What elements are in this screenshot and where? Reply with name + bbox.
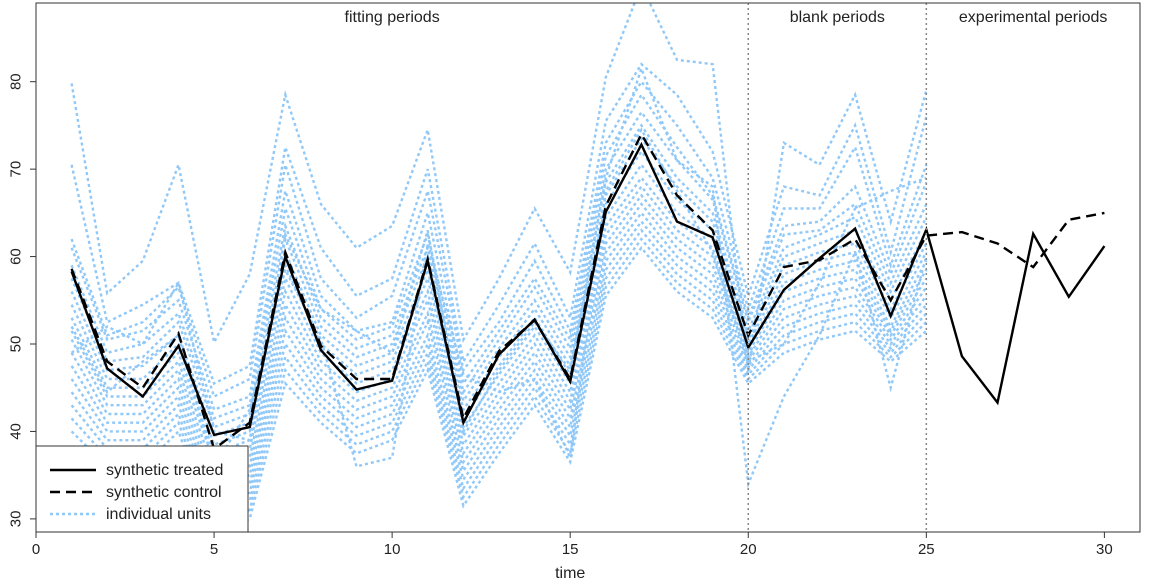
individual-unit-line-5 — [70, 110, 928, 420]
x-axis: 0 5 10 15 20 25 30 — [32, 532, 1113, 558]
legend-label-synthetic-treated: synthetic treated — [106, 462, 223, 479]
x-axis-title: time — [555, 565, 585, 582]
individual-unit-line-14 — [70, 210, 928, 499]
individual-unit-line-18 — [70, 245, 928, 532]
legend-label-individual-units: individual units — [106, 506, 211, 523]
x-tick-label: 0 — [32, 541, 40, 558]
individual-unit-line-8 — [70, 149, 928, 447]
individual-unit-line-3 — [70, 79, 928, 399]
x-tick-label: 20 — [740, 541, 757, 558]
period-label-fitting: fitting periods — [345, 9, 440, 26]
y-tick-label: 50 — [8, 336, 25, 353]
y-tick-label: 70 — [8, 161, 25, 178]
period-labels: fitting periods blank periods experiment… — [345, 9, 1108, 26]
individual-unit-line-2 — [70, 62, 928, 386]
x-tick-label: 30 — [1096, 541, 1113, 558]
plot-frame — [35, 2, 1141, 533]
period-label-experimental: experimental periods — [959, 9, 1108, 26]
legend-box — [35, 445, 249, 533]
y-tick-label: 80 — [8, 73, 25, 90]
x-tick-label: 10 — [384, 541, 401, 558]
x-tick-label: 25 — [918, 541, 935, 558]
y-tick-label: 60 — [8, 248, 25, 265]
individual-unit-line-17 — [70, 237, 928, 525]
x-tick-label: 5 — [210, 541, 218, 558]
legend-label-synthetic-control: synthetic control — [106, 484, 222, 501]
individual-unit-line-1 — [70, 3, 928, 371]
legend: synthetic treated synthetic control indi… — [35, 445, 249, 533]
individual-unit-line-12 — [70, 193, 928, 482]
synthetic-lines — [70, 131, 1106, 451]
period-label-blank: blank periods — [790, 9, 885, 26]
individual-unit-line-4 — [70, 92, 928, 412]
individual-unit-line-19 — [70, 65, 928, 489]
period-dividers — [747, 3, 928, 532]
y-tick-label: 30 — [8, 511, 25, 528]
individual-unit-line-6 — [70, 123, 928, 429]
individual-unit-line-9 — [70, 162, 928, 455]
x-tick-label: 15 — [562, 541, 579, 558]
synthetic-treated-line — [70, 141, 1106, 437]
y-tick-label: 40 — [8, 423, 25, 440]
y-axis: 30 40 50 60 70 80 — [8, 73, 36, 528]
